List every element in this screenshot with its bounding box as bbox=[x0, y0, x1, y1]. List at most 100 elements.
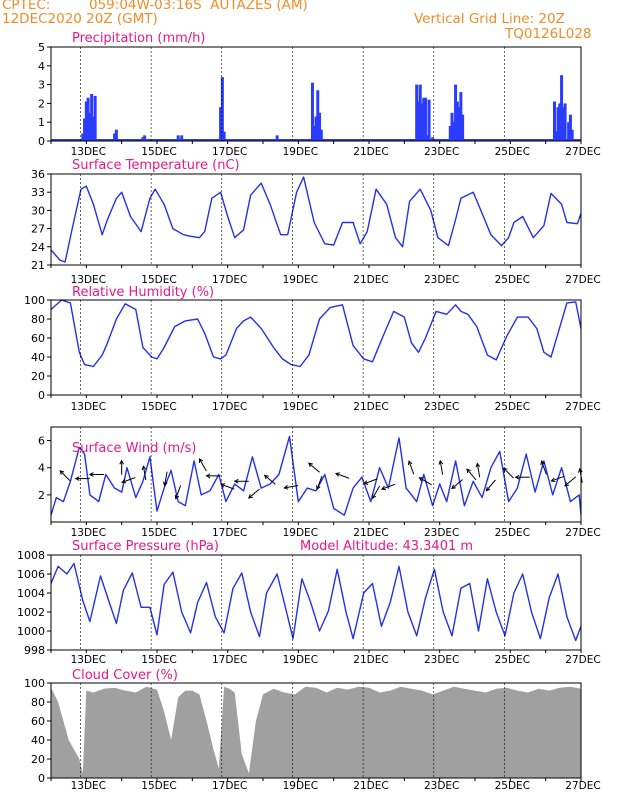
wind-arrow bbox=[408, 460, 415, 475]
wind-arrow bbox=[175, 485, 182, 499]
precip-bar bbox=[420, 103, 424, 141]
precip-bar bbox=[319, 129, 323, 141]
wind-arrow-head bbox=[174, 494, 180, 500]
y-tick-label: 0 bbox=[38, 135, 45, 148]
precip-bar bbox=[81, 133, 85, 141]
precip-bar bbox=[427, 99, 431, 141]
x-tick-label: 15DEC bbox=[141, 654, 176, 666]
y-tick-label: 3 bbox=[38, 79, 45, 92]
wind-arrow-head bbox=[141, 465, 147, 471]
precip-bar bbox=[314, 116, 318, 141]
wind-arrow bbox=[503, 467, 514, 479]
wind-arrow-head bbox=[334, 472, 340, 477]
precip-bar bbox=[83, 118, 87, 141]
x-tick-label: 27DEC bbox=[565, 274, 600, 286]
wind-arrow bbox=[439, 460, 444, 475]
precip-bar bbox=[448, 125, 452, 141]
y-tick-label: 20 bbox=[31, 370, 45, 383]
precip-bar bbox=[570, 129, 574, 141]
header-code: TQ0126L028 bbox=[505, 26, 592, 42]
x-tick-label: 23DEC bbox=[424, 527, 459, 539]
y-tick-label: 20 bbox=[31, 753, 45, 766]
x-tick-label: 25DEC bbox=[495, 401, 530, 413]
precip-bar bbox=[450, 112, 454, 141]
precip-bar bbox=[416, 101, 420, 141]
y-tick-label: 30 bbox=[31, 204, 45, 217]
y-tick-label: 27 bbox=[31, 223, 45, 236]
precip-bar bbox=[88, 112, 92, 141]
y-tick-label: 1002 bbox=[17, 606, 45, 619]
x-tick-label: 19DEC bbox=[283, 527, 318, 539]
precip-bar bbox=[180, 135, 184, 141]
precip-bar bbox=[422, 97, 426, 141]
x-tick-label: 19DEC bbox=[283, 780, 318, 792]
wind-arrow bbox=[551, 475, 565, 482]
wind-arrow-head bbox=[564, 481, 570, 487]
x-tick-label: 13DEC bbox=[71, 527, 106, 539]
precip-bar bbox=[424, 97, 428, 141]
precip-bar bbox=[561, 107, 565, 141]
series-line-2 bbox=[50, 299, 582, 368]
series-line-3 bbox=[50, 435, 582, 516]
x-tick-label: 15DEC bbox=[141, 527, 176, 539]
x-tick-label: 13DEC bbox=[71, 146, 106, 158]
wind-arrow-head bbox=[514, 474, 520, 480]
panel-frame-4 bbox=[50, 554, 582, 651]
y-tick-label: 2 bbox=[38, 489, 45, 502]
x-tick-label: 19DEC bbox=[283, 401, 318, 413]
x-tick-label: 17DEC bbox=[212, 146, 247, 158]
wind-arrow bbox=[476, 463, 481, 478]
x-tick-label: 19DEC bbox=[283, 274, 318, 286]
wind-arrow-head bbox=[502, 467, 508, 473]
precip-bar bbox=[568, 114, 572, 141]
x-tick-label: 15DEC bbox=[141, 274, 176, 286]
panel-title-5: Cloud Cover (%) bbox=[72, 668, 178, 683]
x-tick-label: 27DEC bbox=[565, 654, 600, 666]
x-tick-label: 19DEC bbox=[283, 146, 318, 158]
precip-bar bbox=[553, 101, 556, 141]
precip-bar bbox=[113, 133, 117, 141]
y-tick-label: 1008 bbox=[17, 549, 45, 562]
x-tick-label: 17DEC bbox=[212, 401, 247, 413]
precip-bar bbox=[459, 92, 463, 141]
wind-arrow bbox=[220, 483, 235, 490]
header-grid-note: Vertical Grid Line: 20Z bbox=[414, 11, 565, 27]
wind-arrow bbox=[335, 472, 350, 479]
wind-arrow-head bbox=[550, 477, 556, 483]
wind-arrow-head bbox=[233, 478, 239, 484]
x-tick-label: 17DEC bbox=[212, 780, 247, 792]
y-tick-label: 60 bbox=[31, 332, 45, 345]
y-tick-label: 2 bbox=[38, 97, 45, 110]
series-line-4 bbox=[50, 562, 582, 642]
wind-arrow bbox=[451, 479, 464, 489]
wind-arrow-head bbox=[363, 480, 369, 485]
x-tick-label: 17DEC bbox=[212, 654, 247, 666]
wind-arrow-head bbox=[380, 485, 386, 491]
precip-bar bbox=[86, 97, 90, 141]
x-tick-label: 15DEC bbox=[141, 780, 176, 792]
wind-arrow-head bbox=[407, 460, 413, 466]
y-tick-label: 80 bbox=[31, 313, 45, 326]
precip-bar bbox=[114, 129, 118, 141]
wind-arrow-head bbox=[119, 459, 125, 465]
y-tick-label: 998 bbox=[24, 644, 45, 657]
wind-arrow-head bbox=[162, 481, 168, 487]
wind-arrow bbox=[199, 458, 207, 472]
precip-bar bbox=[143, 135, 147, 141]
wind-arrow-head bbox=[372, 494, 377, 500]
y-tick-label: 6 bbox=[38, 435, 45, 448]
precip-bar bbox=[563, 103, 567, 141]
panel-title-4: Surface Pressure (hPa) bbox=[72, 539, 219, 554]
wind-arrow-head bbox=[59, 470, 65, 475]
wind-arrow-head bbox=[475, 462, 481, 468]
precip-bar bbox=[457, 107, 461, 141]
wind-arrow bbox=[248, 488, 260, 499]
x-tick-label: 25DEC bbox=[495, 780, 530, 792]
y-tick-label: 36 bbox=[31, 168, 45, 181]
wind-arrow bbox=[419, 477, 432, 486]
x-tick-label: 27DEC bbox=[565, 527, 600, 539]
x-tick-label: 19DEC bbox=[283, 654, 318, 666]
x-tick-label: 13DEC bbox=[71, 780, 106, 792]
x-tick-label: 15DEC bbox=[141, 146, 176, 158]
x-tick-label: 13DEC bbox=[71, 274, 106, 286]
